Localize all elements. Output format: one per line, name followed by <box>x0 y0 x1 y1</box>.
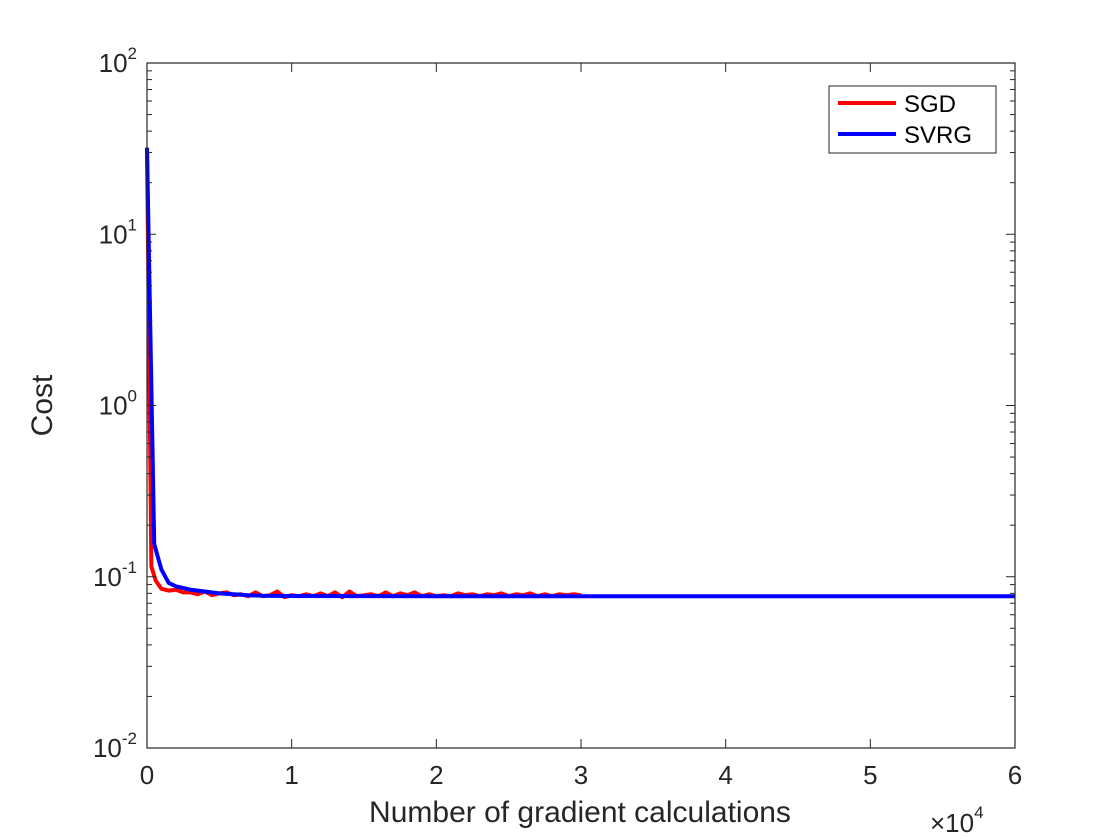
y-tick-label-exponent: 1 <box>128 215 137 234</box>
y-tick-label: 101 <box>99 215 137 249</box>
plot-area <box>147 63 1015 748</box>
y-tick-label: 10-2 <box>93 729 137 763</box>
x-tick-label: 1 <box>284 760 298 790</box>
y-tick-label: 100 <box>99 387 137 421</box>
x-tick-label: 2 <box>429 760 443 790</box>
y-tick-label: 10-1 <box>93 558 137 592</box>
x-axis-label: Number of gradient calculations <box>369 796 791 829</box>
y-tick-label-base: 10 <box>93 733 122 763</box>
y-tick-label-exponent: -2 <box>122 729 137 748</box>
y-tick-label-exponent: 0 <box>128 387 137 406</box>
y-tick-label-exponent: 2 <box>128 44 137 63</box>
x-axis-multiplier-base: ×10 <box>930 808 974 838</box>
x-axis-multiplier: ×104 <box>930 803 984 838</box>
x-tick-label: 4 <box>718 760 732 790</box>
legend-box <box>828 85 997 154</box>
y-tick-label-base: 10 <box>93 562 122 592</box>
x-tick-label: 0 <box>140 760 154 790</box>
y-tick-label-exponent: -1 <box>122 558 137 577</box>
y-tick-label-base: 10 <box>99 219 128 249</box>
x-axis-multiplier-exponent: 4 <box>974 803 983 822</box>
y-tick-label-base: 10 <box>99 391 128 421</box>
y-tick-label: 102 <box>99 44 137 78</box>
legend-entry-svrg: SVRG <box>904 122 972 149</box>
y-axis-label: Cost <box>26 374 59 436</box>
y-tick-label-base: 10 <box>99 48 128 78</box>
legend-entry-sgd: SGD <box>904 91 956 118</box>
x-tick-label: 5 <box>863 760 877 790</box>
series-line-svrg <box>145 147 1015 599</box>
x-tick-label: 3 <box>574 760 588 790</box>
x-tick-label: 6 <box>1008 760 1022 790</box>
ticks-layer <box>146 62 1016 749</box>
legend: SGD SVRG <box>828 85 997 154</box>
series-layer <box>145 147 1015 600</box>
